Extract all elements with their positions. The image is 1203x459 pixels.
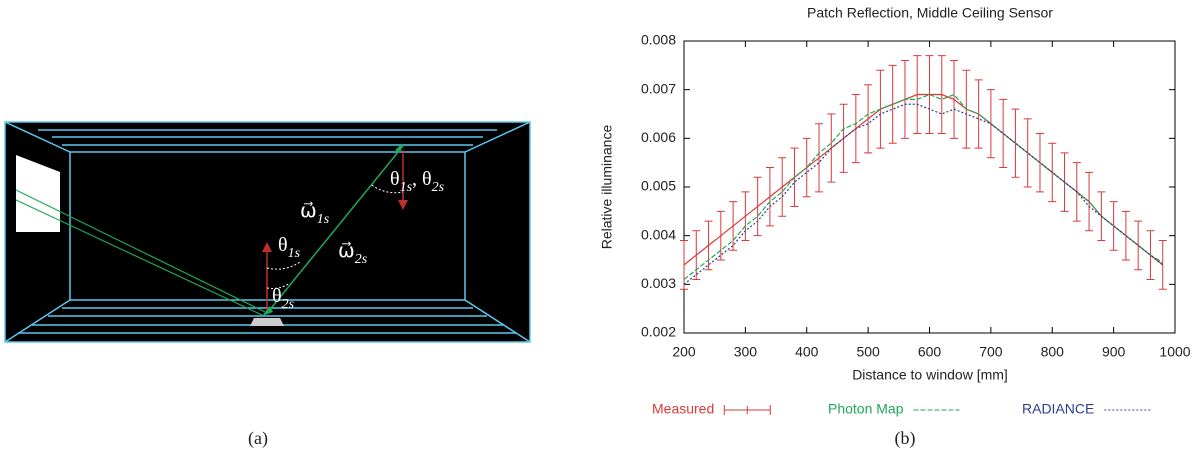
error-bar [999, 98, 1008, 169]
diagram-label: θ2s [272, 285, 295, 312]
y-tick-label: 0.007 [641, 80, 676, 96]
y-tick-label: 0.004 [641, 226, 676, 242]
normals [266, 150, 404, 310]
x-tick-label: 700 [979, 344, 1003, 360]
label-text: ω⃗ [338, 240, 355, 262]
label-subscript: 2s [432, 180, 445, 195]
label-subscript: 1s [288, 246, 301, 261]
y-axis-label: Relative illuminance [599, 125, 615, 250]
y-tick-label: 0.008 [641, 32, 676, 48]
y-tick-label: 0.002 [641, 324, 676, 340]
arrow-head [262, 242, 272, 252]
error-bar [716, 210, 725, 261]
diagram: ω⃗1s ω⃗2s θ1s θ2s θ1s, θ2s (a) [4, 121, 531, 449]
legend-label: RADIANCE [1022, 401, 1094, 417]
error-bar [741, 191, 750, 242]
series-line [683, 103, 1164, 285]
label-text: θ [272, 285, 282, 307]
label-subscript: 2s [282, 297, 295, 312]
legend-swatch [723, 405, 771, 415]
label-text: θ [278, 234, 288, 256]
diagram-label: θ1s, θ2s [390, 168, 445, 195]
window [16, 155, 60, 232]
x-tick-label: 300 [734, 344, 758, 360]
error-bar [802, 137, 811, 198]
y-tick-label: 0.005 [641, 178, 676, 194]
error-bar [864, 84, 873, 154]
arrow-head [395, 143, 403, 153]
caption: (b) [895, 428, 916, 449]
label-subscript: 2s [355, 252, 368, 267]
diagram-label: θ1s [278, 234, 301, 261]
legend-label: Photon Map [828, 401, 904, 417]
label-text: ω⃗ [300, 200, 317, 222]
arrow-head [398, 200, 408, 210]
error-bar [753, 176, 762, 237]
label-text: , θ [412, 168, 432, 190]
diagram-label: ω⃗1s [300, 200, 330, 227]
error-bar [913, 55, 922, 134]
diagram-label: ω⃗2s [338, 240, 368, 267]
room-outline [4, 121, 531, 343]
label-subscript: 1s [400, 180, 413, 195]
arrow-head [262, 306, 273, 316]
x-tick-label: 600 [918, 344, 942, 360]
error-bar [765, 167, 774, 227]
caption: (a) [248, 428, 268, 449]
y-tick-label: 0.003 [641, 275, 676, 291]
x-tick-label: 900 [1102, 344, 1126, 360]
y-tick-label: 0.006 [641, 129, 676, 145]
angle-arcs [266, 184, 404, 289]
ray-omega [267, 145, 404, 313]
sensor [250, 318, 284, 326]
label-text: θ [390, 168, 400, 190]
chart: Patch Reflection, Middle Ceiling Sensor … [599, 5, 1191, 449]
x-tick-label: 1000 [1159, 344, 1190, 360]
error-bar [925, 55, 934, 134]
error-bar [778, 157, 787, 217]
error-bar [704, 220, 713, 271]
chart-title: Patch Reflection, Middle Ceiling Sensor [807, 5, 1053, 21]
label-subscript: 1s [317, 212, 330, 227]
light-rays [15, 189, 266, 316]
error-bar [1048, 142, 1057, 203]
series-line [683, 93, 1164, 280]
error-bar [815, 123, 824, 193]
error-bar [1158, 240, 1167, 290]
room-edges [4, 121, 531, 343]
x-tick-label: 200 [672, 344, 696, 360]
error-bar [950, 59, 959, 139]
series-line [683, 93, 1164, 266]
x-tick-label: 800 [1041, 344, 1065, 360]
error-bar [680, 240, 688, 290]
error-bar [1134, 220, 1143, 271]
error-bar [937, 55, 946, 134]
error-bar [729, 201, 738, 251]
error-bar [692, 230, 701, 280]
legend-label: Measured [652, 401, 714, 417]
x-axis-label: Distance to window [mm] [852, 367, 1008, 383]
x-tick-label: 500 [856, 344, 880, 360]
x-tick-label: 400 [795, 344, 819, 360]
